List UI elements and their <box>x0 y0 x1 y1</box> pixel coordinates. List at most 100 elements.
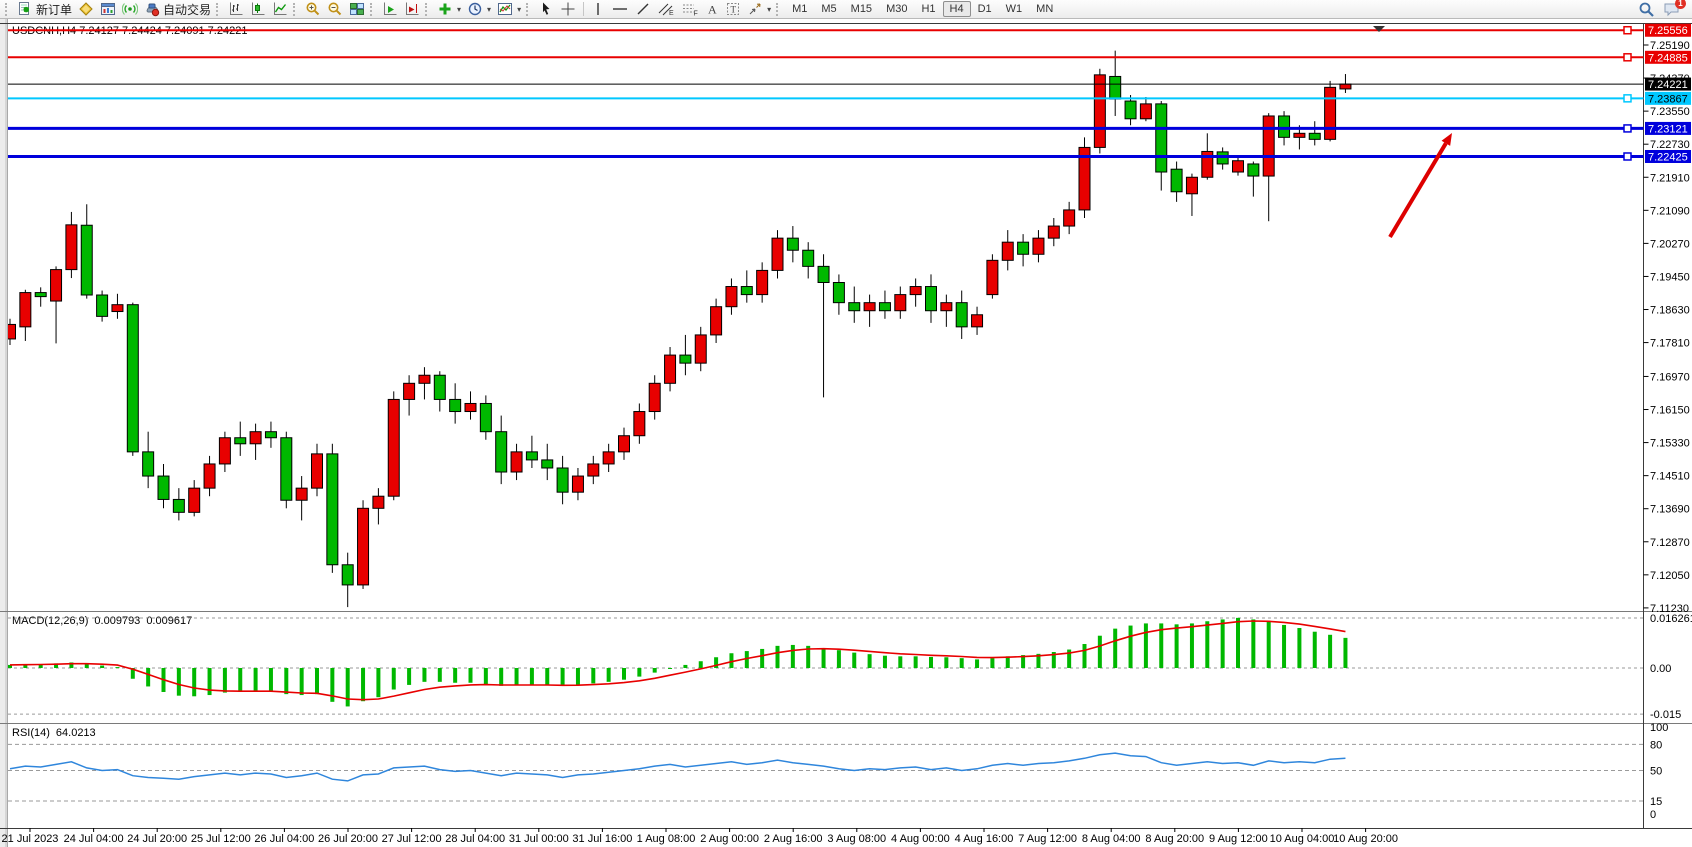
horizontal-line-tool-button[interactable] <box>608 1 632 18</box>
zoom-out-icon <box>328 2 342 16</box>
chart-candles-button[interactable] <box>247 1 269 18</box>
chart-shift-marker <box>1373 26 1385 32</box>
price-chart-canvas[interactable]: 7.251907.243707.235507.227307.219107.210… <box>0 19 1692 847</box>
chart-bars-button[interactable] <box>225 1 247 18</box>
autotrading-button[interactable]: 自动交易 <box>141 1 214 18</box>
chart-shift-icon <box>406 2 419 15</box>
trendline-tool-button[interactable] <box>632 1 654 18</box>
fibonacci-tool-button[interactable]: F <box>678 1 702 18</box>
signals-button[interactable] <box>119 1 141 18</box>
market-watch-button[interactable] <box>97 1 119 18</box>
crosshair-icon <box>561 2 575 16</box>
timeframe-d1[interactable]: D1 <box>977 3 992 15</box>
svg-text:10 Aug 20:00: 10 Aug 20:00 <box>1333 833 1398 845</box>
cursor-tool-button[interactable] <box>535 1 557 18</box>
auto-scroll-icon <box>384 2 397 15</box>
svg-text:26 Jul 20:00: 26 Jul 20:00 <box>318 833 378 845</box>
svg-text:7.23867: 7.23867 <box>1648 93 1688 105</box>
svg-text:7.19450: 7.19450 <box>1650 271 1690 283</box>
timeframe-m15[interactable]: M15 <box>850 3 873 15</box>
auto-scroll-button[interactable] <box>379 1 401 18</box>
timeframe-mn[interactable]: MN <box>1036 3 1054 15</box>
svg-text:7.17810: 7.17810 <box>1650 338 1690 350</box>
toolbar-grip[interactable] <box>526 2 531 16</box>
periods-button[interactable]: ▾ <box>464 1 494 18</box>
toolbar-grip[interactable] <box>5 2 10 16</box>
window-splitter[interactable] <box>0 19 8 847</box>
market-watch-icon <box>101 3 116 15</box>
svg-text:-0.015: -0.015 <box>1650 709 1681 721</box>
svg-text:9 Aug 12:00: 9 Aug 12:00 <box>1209 833 1268 845</box>
svg-text:7.13690: 7.13690 <box>1650 504 1690 516</box>
svg-text:7.12870: 7.12870 <box>1650 537 1690 549</box>
fibonacci-icon: F <box>683 4 698 17</box>
timeframe-m5[interactable]: M5 <box>821 3 837 15</box>
chart-window: USDCNH,H4 7.24127 7.24424 7.24091 7.2422… <box>0 19 1692 847</box>
svg-text:7.18630: 7.18630 <box>1650 305 1690 317</box>
clock-icon <box>468 2 482 16</box>
svg-text:7.25556: 7.25556 <box>1648 25 1688 37</box>
svg-text:T: T <box>731 5 737 15</box>
toolbar-grip[interactable] <box>776 2 781 16</box>
toolbar-grip[interactable] <box>370 2 375 16</box>
toolbar-grip[interactable] <box>293 2 298 16</box>
text-tool-button[interactable]: A <box>702 1 722 18</box>
main-toolbar: 新订单 自动交易 <box>0 0 1692 19</box>
new-order-button[interactable]: 新订单 <box>14 1 75 18</box>
svg-text:7.15330: 7.15330 <box>1650 438 1690 450</box>
text-label-icon: T <box>727 3 740 15</box>
search-icon[interactable] <box>1638 1 1655 18</box>
svg-text:7.21090: 7.21090 <box>1650 205 1690 217</box>
timeframe-h1[interactable]: H1 <box>921 3 936 15</box>
timeframe-m1[interactable]: M1 <box>792 3 808 15</box>
notification-count-badge: 1 <box>1675 0 1686 9</box>
chevron-down-icon: ▾ <box>517 4 522 14</box>
svg-text:7.23121: 7.23121 <box>1648 123 1688 135</box>
zoom-out-button[interactable] <box>324 1 346 18</box>
timeframe-w1[interactable]: W1 <box>1005 3 1023 15</box>
cursor-icon <box>543 2 550 15</box>
equidistant-channel-tool-button[interactable]: E <box>654 1 678 18</box>
svg-text:21 Jul 2023: 21 Jul 2023 <box>2 833 59 845</box>
svg-text:7 Aug 12:00: 7 Aug 12:00 <box>1018 833 1077 845</box>
candles <box>8 50 1352 608</box>
arrows-tool-button[interactable]: ▾ <box>744 1 774 18</box>
svg-text:7.23550: 7.23550 <box>1650 106 1690 118</box>
equidistant-channel-icon: E <box>658 3 674 17</box>
toolbar-grip[interactable] <box>425 2 430 16</box>
zoom-in-button[interactable] <box>302 1 324 18</box>
profiles-button[interactable] <box>75 1 97 18</box>
tile-windows-icon <box>350 3 365 15</box>
vertical-line-tool-button[interactable] <box>588 1 608 18</box>
svg-text:24 Jul 20:00: 24 Jul 20:00 <box>127 833 187 845</box>
rsi-indicator-label: RSI(14) 64.0213 <box>12 727 96 739</box>
crosshair-tool-button[interactable] <box>557 1 579 18</box>
text-label-tool-button[interactable]: T <box>722 1 744 18</box>
vertical-line-icon <box>597 3 599 15</box>
toolbar-grip[interactable] <box>216 2 221 16</box>
svg-text:7.21910: 7.21910 <box>1650 172 1690 184</box>
svg-text:7.11230: 7.11230 <box>1650 603 1689 615</box>
chart-shift-button[interactable] <box>401 1 423 18</box>
templates-button[interactable]: ▾ <box>494 1 524 18</box>
timeframe-h4[interactable]: H4 <box>942 1 971 17</box>
chart-line-button[interactable] <box>269 1 291 18</box>
trend-arrow-object <box>1441 133 1452 146</box>
tile-windows-button[interactable] <box>346 1 368 18</box>
chart-line-icon <box>274 2 287 15</box>
svg-text:50: 50 <box>1650 766 1662 778</box>
svg-text:26 Jul 04:00: 26 Jul 04:00 <box>254 833 314 845</box>
svg-text:1 Aug 08:00: 1 Aug 08:00 <box>637 833 696 845</box>
chevron-down-icon: ▾ <box>487 4 492 14</box>
svg-text:2 Aug 16:00: 2 Aug 16:00 <box>764 833 823 845</box>
timeframe-m30[interactable]: M30 <box>886 3 908 15</box>
svg-text:7.14510: 7.14510 <box>1650 471 1690 483</box>
add-indicator-button[interactable]: ▾ <box>434 1 464 18</box>
svg-text:25 Jul 12:00: 25 Jul 12:00 <box>191 833 251 845</box>
chevron-down-icon: ▾ <box>767 4 772 14</box>
svg-text:80: 80 <box>1650 739 1662 751</box>
svg-text:7.16970: 7.16970 <box>1650 371 1690 383</box>
notifications-button[interactable]: 1 <box>1663 0 1686 17</box>
chart-candles-icon <box>252 2 265 15</box>
profiles-icon <box>79 2 93 16</box>
